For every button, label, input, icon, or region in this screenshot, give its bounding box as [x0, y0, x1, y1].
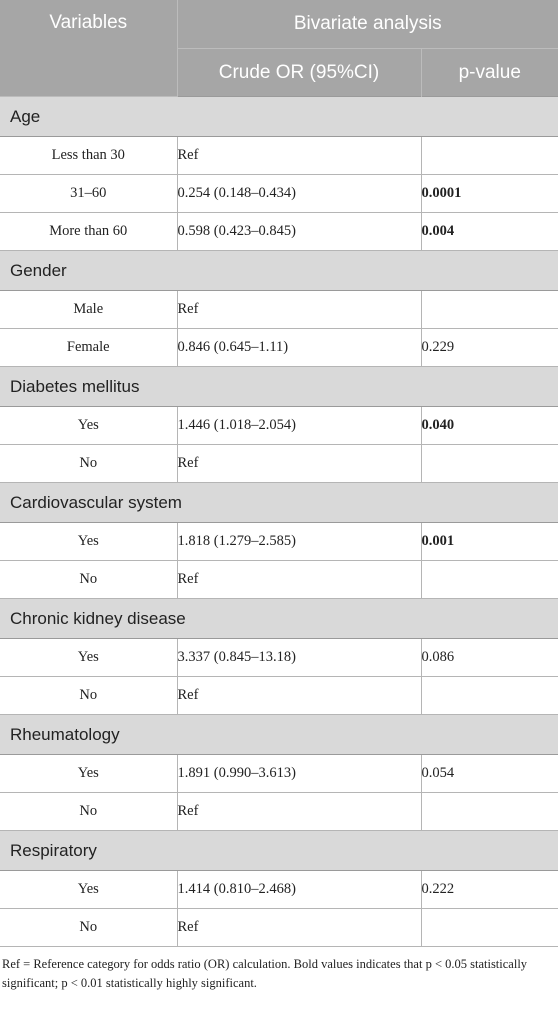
- variable-level: Yes: [0, 406, 178, 445]
- p-value: 0.001: [421, 522, 558, 561]
- p-value: [421, 136, 558, 175]
- category-row: Cardiovascular system: [0, 482, 558, 523]
- table-row: Male Ref: [0, 290, 558, 329]
- p-value: [421, 560, 558, 599]
- crude-or-value: 1.818 (1.279–2.585): [177, 522, 422, 561]
- variable-level: Yes: [0, 754, 178, 793]
- table-row: No Ref: [0, 444, 558, 483]
- crude-or-value: 3.337 (0.845–13.18): [177, 638, 422, 677]
- table-row: 31–60 0.254 (0.148–0.434) 0.0001: [0, 174, 558, 213]
- table-body: Age Less than 30 Ref 31–60 0.254 (0.148–0.43…: [0, 96, 558, 947]
- variable-level: Yes: [0, 870, 178, 909]
- category-row: Respiratory: [0, 830, 558, 871]
- table-row: Yes 1.818 (1.279–2.585) 0.001: [0, 522, 558, 561]
- variable-level: No: [0, 908, 178, 947]
- variable-level: No: [0, 560, 178, 599]
- table-row: Yes 1.414 (0.810–2.468) 0.222: [0, 870, 558, 909]
- variable-level: Yes: [0, 522, 178, 561]
- category-row: Diabetes mellitus: [0, 366, 558, 407]
- p-value: 0.086: [421, 638, 558, 677]
- category-label: Gender: [0, 250, 558, 291]
- crude-or-value: 0.254 (0.148–0.434): [177, 174, 422, 213]
- variable-level: No: [0, 792, 178, 831]
- category-row: Gender: [0, 250, 558, 291]
- variable-level: Yes: [0, 638, 178, 677]
- crude-or-value: 0.598 (0.423–0.845): [177, 212, 422, 251]
- p-value: [421, 908, 558, 947]
- variable-level: More than 60: [0, 212, 178, 251]
- p-value: 0.0001: [421, 174, 558, 213]
- table-row: Yes 1.446 (1.018–2.054) 0.040: [0, 406, 558, 445]
- header-pvalue: p-value: [421, 48, 558, 97]
- crude-or-value: Ref: [177, 444, 422, 483]
- variable-level: Female: [0, 328, 178, 367]
- category-label: Respiratory: [0, 830, 558, 871]
- table-row: No Ref: [0, 908, 558, 947]
- category-row: Age: [0, 96, 558, 137]
- crude-or-value: 1.414 (0.810–2.468): [177, 870, 422, 909]
- p-value: [421, 444, 558, 483]
- category-label: Chronic kidney disease: [0, 598, 558, 639]
- category-label: Cardiovascular system: [0, 482, 558, 523]
- p-value: [421, 792, 558, 831]
- category-row: Chronic kidney disease: [0, 598, 558, 639]
- p-value: 0.040: [421, 406, 558, 445]
- category-label: Rheumatology: [0, 714, 558, 755]
- header-crude-or: Crude OR (95%CI): [177, 48, 422, 97]
- crude-or-value: Ref: [177, 792, 422, 831]
- variable-level: Male: [0, 290, 178, 329]
- p-value: [421, 676, 558, 715]
- bivariate-table: Variables Bivariate analysis Crude OR (9…: [0, 0, 558, 947]
- table-row: No Ref: [0, 792, 558, 831]
- table-row: Yes 1.891 (0.990–3.613) 0.054: [0, 754, 558, 793]
- table-row: Yes 3.337 (0.845–13.18) 0.086: [0, 638, 558, 677]
- category-label: Diabetes mellitus: [0, 366, 558, 407]
- variable-level: No: [0, 444, 178, 483]
- category-row: Rheumatology: [0, 714, 558, 755]
- table-row: No Ref: [0, 560, 558, 599]
- crude-or-value: Ref: [177, 560, 422, 599]
- table-row: Female 0.846 (0.645–1.11) 0.229: [0, 328, 558, 367]
- variable-level: Less than 30: [0, 136, 178, 175]
- variable-level: No: [0, 676, 178, 715]
- table-row: More than 60 0.598 (0.423–0.845) 0.004: [0, 212, 558, 251]
- table-footnote: Ref = Reference category for odds ratio …: [2, 957, 528, 990]
- table-row: No Ref: [0, 676, 558, 715]
- crude-or-value: Ref: [177, 136, 422, 175]
- category-label: Age: [0, 96, 558, 137]
- crude-or-value: Ref: [177, 908, 422, 947]
- p-value: 0.004: [421, 212, 558, 251]
- p-value: 0.229: [421, 328, 558, 367]
- crude-or-value: Ref: [177, 290, 422, 329]
- header-variables: Variables: [0, 0, 178, 97]
- variable-level: 31–60: [0, 174, 178, 213]
- crude-or-value: 1.891 (0.990–3.613): [177, 754, 422, 793]
- table-row: Less than 30 Ref: [0, 136, 558, 175]
- p-value: [421, 290, 558, 329]
- crude-or-value: 1.446 (1.018–2.054): [177, 406, 422, 445]
- header-bivariate: Bivariate analysis: [177, 0, 558, 49]
- crude-or-value: 0.846 (0.645–1.11): [177, 328, 422, 367]
- p-value: 0.054: [421, 754, 558, 793]
- p-value: 0.222: [421, 870, 558, 909]
- crude-or-value: Ref: [177, 676, 422, 715]
